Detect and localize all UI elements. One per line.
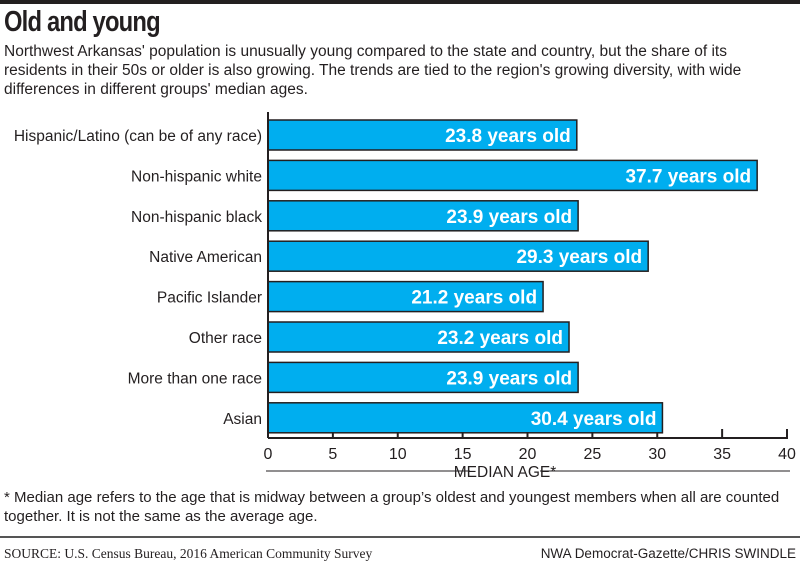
- bar: [267, 321, 570, 353]
- credit: NWA Democrat-Gazette/CHRIS SWINDLE: [540, 546, 796, 561]
- x-tick-label: 40: [778, 446, 796, 463]
- bar: [267, 119, 578, 151]
- chart-subtitle: Northwest Arkansas' population is unusua…: [4, 43, 742, 98]
- data-label: 23.9 years old: [446, 368, 572, 389]
- bar: [267, 361, 579, 394]
- chart-title: Old and young: [4, 6, 161, 38]
- x-axis-title: MEDIAN AGE*: [454, 464, 557, 481]
- x-tick-label: 5: [328, 446, 337, 463]
- category-label: More than one race: [128, 370, 262, 387]
- bar: [267, 402, 664, 434]
- x-tick-label: 0: [264, 446, 273, 463]
- category-label: Non-hispanic white: [131, 168, 262, 185]
- footer-rule: [0, 536, 800, 538]
- category-label: Non-hispanic black: [131, 209, 262, 226]
- footnote: * Median age refers to the age that is m…: [4, 489, 780, 525]
- data-label: 30.4 years old: [531, 409, 657, 430]
- data-label: 23.2 years old: [437, 328, 563, 349]
- category-label: Pacific Islander: [157, 290, 262, 307]
- category-label: Asian: [223, 411, 262, 428]
- top-rule: [0, 0, 800, 4]
- data-label: 29.3 years old: [516, 247, 642, 268]
- category-label: Hispanic/Latino (can be of any race): [14, 128, 262, 145]
- data-label: 23.8 years old: [445, 126, 571, 147]
- data-label: 21.2 years old: [411, 288, 537, 309]
- x-tick-label: 30: [648, 446, 666, 463]
- x-tick-label: 25: [583, 446, 601, 463]
- x-tick-label: 10: [389, 446, 407, 463]
- bar: [267, 159, 758, 192]
- x-tick-label: 20: [519, 446, 537, 463]
- category-label: Other race: [189, 330, 262, 347]
- category-label: Native American: [149, 249, 262, 266]
- x-tick-label: 35: [713, 446, 731, 463]
- data-label: 37.7 years old: [625, 166, 751, 187]
- x-tick-label: 15: [454, 446, 472, 463]
- data-label: 23.9 years old: [446, 207, 572, 228]
- source: SOURCE: U.S. Census Bureau, 2016 America…: [4, 546, 373, 561]
